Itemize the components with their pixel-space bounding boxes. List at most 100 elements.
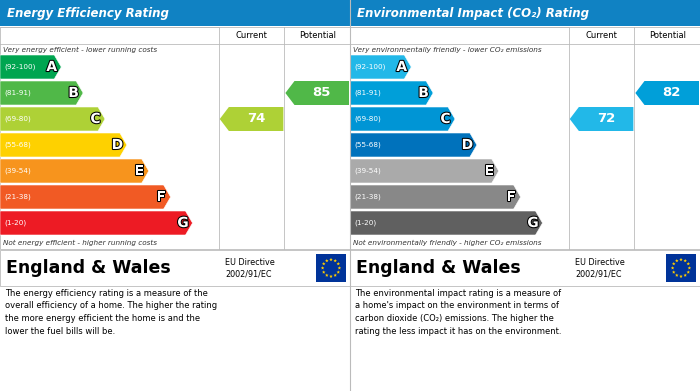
Text: 82: 82 xyxy=(663,86,681,99)
Text: A: A xyxy=(396,60,407,74)
Polygon shape xyxy=(350,185,521,209)
Text: C: C xyxy=(90,112,101,126)
Polygon shape xyxy=(322,271,326,274)
Polygon shape xyxy=(337,262,340,265)
Polygon shape xyxy=(687,262,690,265)
Text: (55-68): (55-68) xyxy=(354,142,381,148)
Text: C: C xyxy=(440,112,451,126)
Polygon shape xyxy=(687,271,690,274)
Text: Environmental Impact (CO₂) Rating: Environmental Impact (CO₂) Rating xyxy=(357,7,589,20)
Bar xyxy=(218,27,350,44)
Polygon shape xyxy=(286,81,349,105)
Text: (69-80): (69-80) xyxy=(354,116,381,122)
Bar xyxy=(568,27,700,44)
Polygon shape xyxy=(675,273,678,277)
Text: Energy Efficiency Rating: Energy Efficiency Rating xyxy=(7,7,169,20)
Bar xyxy=(350,0,700,26)
Polygon shape xyxy=(337,266,341,269)
Text: (21-38): (21-38) xyxy=(354,194,381,200)
Polygon shape xyxy=(0,211,193,235)
Polygon shape xyxy=(0,55,62,79)
Polygon shape xyxy=(350,133,477,157)
Polygon shape xyxy=(0,107,105,131)
Polygon shape xyxy=(672,262,676,265)
Text: F: F xyxy=(156,190,166,204)
Text: England & Wales: England & Wales xyxy=(6,259,171,277)
Text: (1-20): (1-20) xyxy=(4,220,26,226)
Text: (21-38): (21-38) xyxy=(4,194,31,200)
Bar xyxy=(0,250,350,286)
Text: B: B xyxy=(69,86,79,100)
Polygon shape xyxy=(333,259,337,262)
Text: (92-100): (92-100) xyxy=(4,64,36,70)
Polygon shape xyxy=(350,55,412,79)
Polygon shape xyxy=(683,273,687,277)
Text: (55-68): (55-68) xyxy=(4,142,31,148)
Text: EU Directive
2002/91/EC: EU Directive 2002/91/EC xyxy=(225,258,275,278)
Text: (81-91): (81-91) xyxy=(4,90,31,96)
Polygon shape xyxy=(0,81,83,105)
Text: A: A xyxy=(46,60,57,74)
Text: B: B xyxy=(419,86,429,100)
Polygon shape xyxy=(570,107,634,131)
Polygon shape xyxy=(321,266,324,269)
Text: G: G xyxy=(177,216,189,230)
Polygon shape xyxy=(636,81,699,105)
Text: Very energy efficient - lower running costs: Very energy efficient - lower running co… xyxy=(3,47,157,52)
Polygon shape xyxy=(329,274,332,278)
Text: England & Wales: England & Wales xyxy=(356,259,521,277)
Polygon shape xyxy=(220,107,284,131)
Text: The environmental impact rating is a measure of
a home's impact on the environme: The environmental impact rating is a mea… xyxy=(355,289,561,335)
Text: F: F xyxy=(506,190,516,204)
Text: EU Directive
2002/91/EC: EU Directive 2002/91/EC xyxy=(575,258,625,278)
Polygon shape xyxy=(679,258,682,261)
Text: Current: Current xyxy=(586,31,617,40)
Text: D: D xyxy=(111,138,123,152)
Bar xyxy=(666,254,696,282)
Text: G: G xyxy=(527,216,539,230)
Text: 72: 72 xyxy=(597,113,615,126)
Bar xyxy=(350,27,700,249)
Text: Potential: Potential xyxy=(649,31,686,40)
Text: (69-80): (69-80) xyxy=(4,116,31,122)
Polygon shape xyxy=(0,159,148,183)
Text: E: E xyxy=(134,164,144,178)
Bar xyxy=(316,254,346,282)
Polygon shape xyxy=(337,271,340,274)
Text: (81-91): (81-91) xyxy=(354,90,381,96)
Text: Current: Current xyxy=(236,31,267,40)
Polygon shape xyxy=(322,262,326,265)
Text: (39-54): (39-54) xyxy=(4,168,31,174)
Text: The energy efficiency rating is a measure of the
overall efficiency of a home. T: The energy efficiency rating is a measur… xyxy=(5,289,217,335)
Polygon shape xyxy=(0,133,127,157)
Polygon shape xyxy=(350,159,498,183)
Text: (92-100): (92-100) xyxy=(354,64,386,70)
Text: E: E xyxy=(484,164,494,178)
Text: Very environmentally friendly - lower CO₂ emissions: Very environmentally friendly - lower CO… xyxy=(353,47,542,52)
Bar xyxy=(0,27,350,249)
Text: 85: 85 xyxy=(313,86,331,99)
Polygon shape xyxy=(325,259,328,262)
Polygon shape xyxy=(683,259,687,262)
Text: D: D xyxy=(461,138,473,152)
Polygon shape xyxy=(333,273,337,277)
Polygon shape xyxy=(671,266,674,269)
Polygon shape xyxy=(672,271,676,274)
Text: (1-20): (1-20) xyxy=(354,220,376,226)
Polygon shape xyxy=(325,273,328,277)
Text: 74: 74 xyxy=(247,113,265,126)
Bar xyxy=(0,0,350,26)
Text: Potential: Potential xyxy=(299,31,336,40)
Text: Not environmentally friendly - higher CO₂ emissions: Not environmentally friendly - higher CO… xyxy=(353,240,542,246)
Polygon shape xyxy=(350,81,433,105)
Polygon shape xyxy=(329,258,332,261)
Polygon shape xyxy=(350,211,542,235)
Text: (39-54): (39-54) xyxy=(354,168,381,174)
Polygon shape xyxy=(675,259,678,262)
Polygon shape xyxy=(679,274,682,278)
Text: Not energy efficient - higher running costs: Not energy efficient - higher running co… xyxy=(3,240,157,246)
Polygon shape xyxy=(0,185,171,209)
Polygon shape xyxy=(687,266,691,269)
Polygon shape xyxy=(350,107,455,131)
Bar xyxy=(350,250,700,286)
